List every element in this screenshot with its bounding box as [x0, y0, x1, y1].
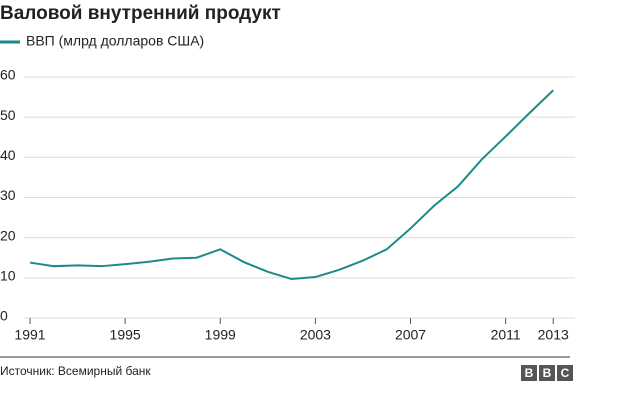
- x-tick-label: 2007: [395, 327, 426, 343]
- x-tick-label: 2013: [538, 327, 569, 343]
- y-tick-label: 60: [0, 67, 16, 83]
- data-line: [29, 89, 554, 281]
- x-tick-label: 2003: [300, 327, 331, 343]
- logo-letter: B: [543, 366, 552, 380]
- logo-box: [539, 365, 555, 381]
- y-tick-label: 30: [0, 187, 16, 203]
- y-tick-label: 40: [0, 147, 16, 163]
- x-tick-label: 2011: [491, 327, 521, 343]
- y-tick-label: 50: [0, 107, 16, 123]
- legend-label: ВВП (млрд долларов США): [26, 33, 204, 49]
- x-tick-label: 1995: [110, 327, 141, 343]
- logo-letter: B: [525, 366, 534, 380]
- logo-letter: C: [561, 366, 570, 380]
- y-tick-label: 0: [0, 308, 8, 324]
- logo-box: [557, 365, 573, 381]
- chart-title: Валовой внутренний продукт: [0, 3, 281, 24]
- source: Источник: Всемирный банк: [0, 364, 151, 378]
- logo-box: [521, 365, 537, 381]
- x-tick-label: 1991: [14, 327, 45, 343]
- x-tick-label: 1999: [205, 327, 236, 343]
- y-tick-label: 20: [0, 227, 16, 243]
- y-tick-label: 10: [0, 268, 16, 284]
